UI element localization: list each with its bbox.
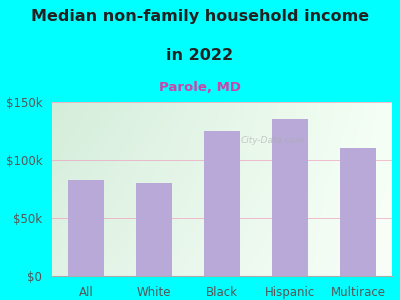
Text: Median non-family household income: Median non-family household income — [31, 9, 369, 24]
Text: Parole, MD: Parole, MD — [159, 81, 241, 94]
Bar — [340, 148, 376, 276]
Text: in 2022: in 2022 — [166, 48, 234, 63]
Bar — [136, 183, 172, 276]
Text: City-Data.com: City-Data.com — [241, 136, 305, 145]
Bar — [68, 180, 104, 276]
Bar — [204, 131, 240, 276]
Bar — [272, 119, 308, 276]
